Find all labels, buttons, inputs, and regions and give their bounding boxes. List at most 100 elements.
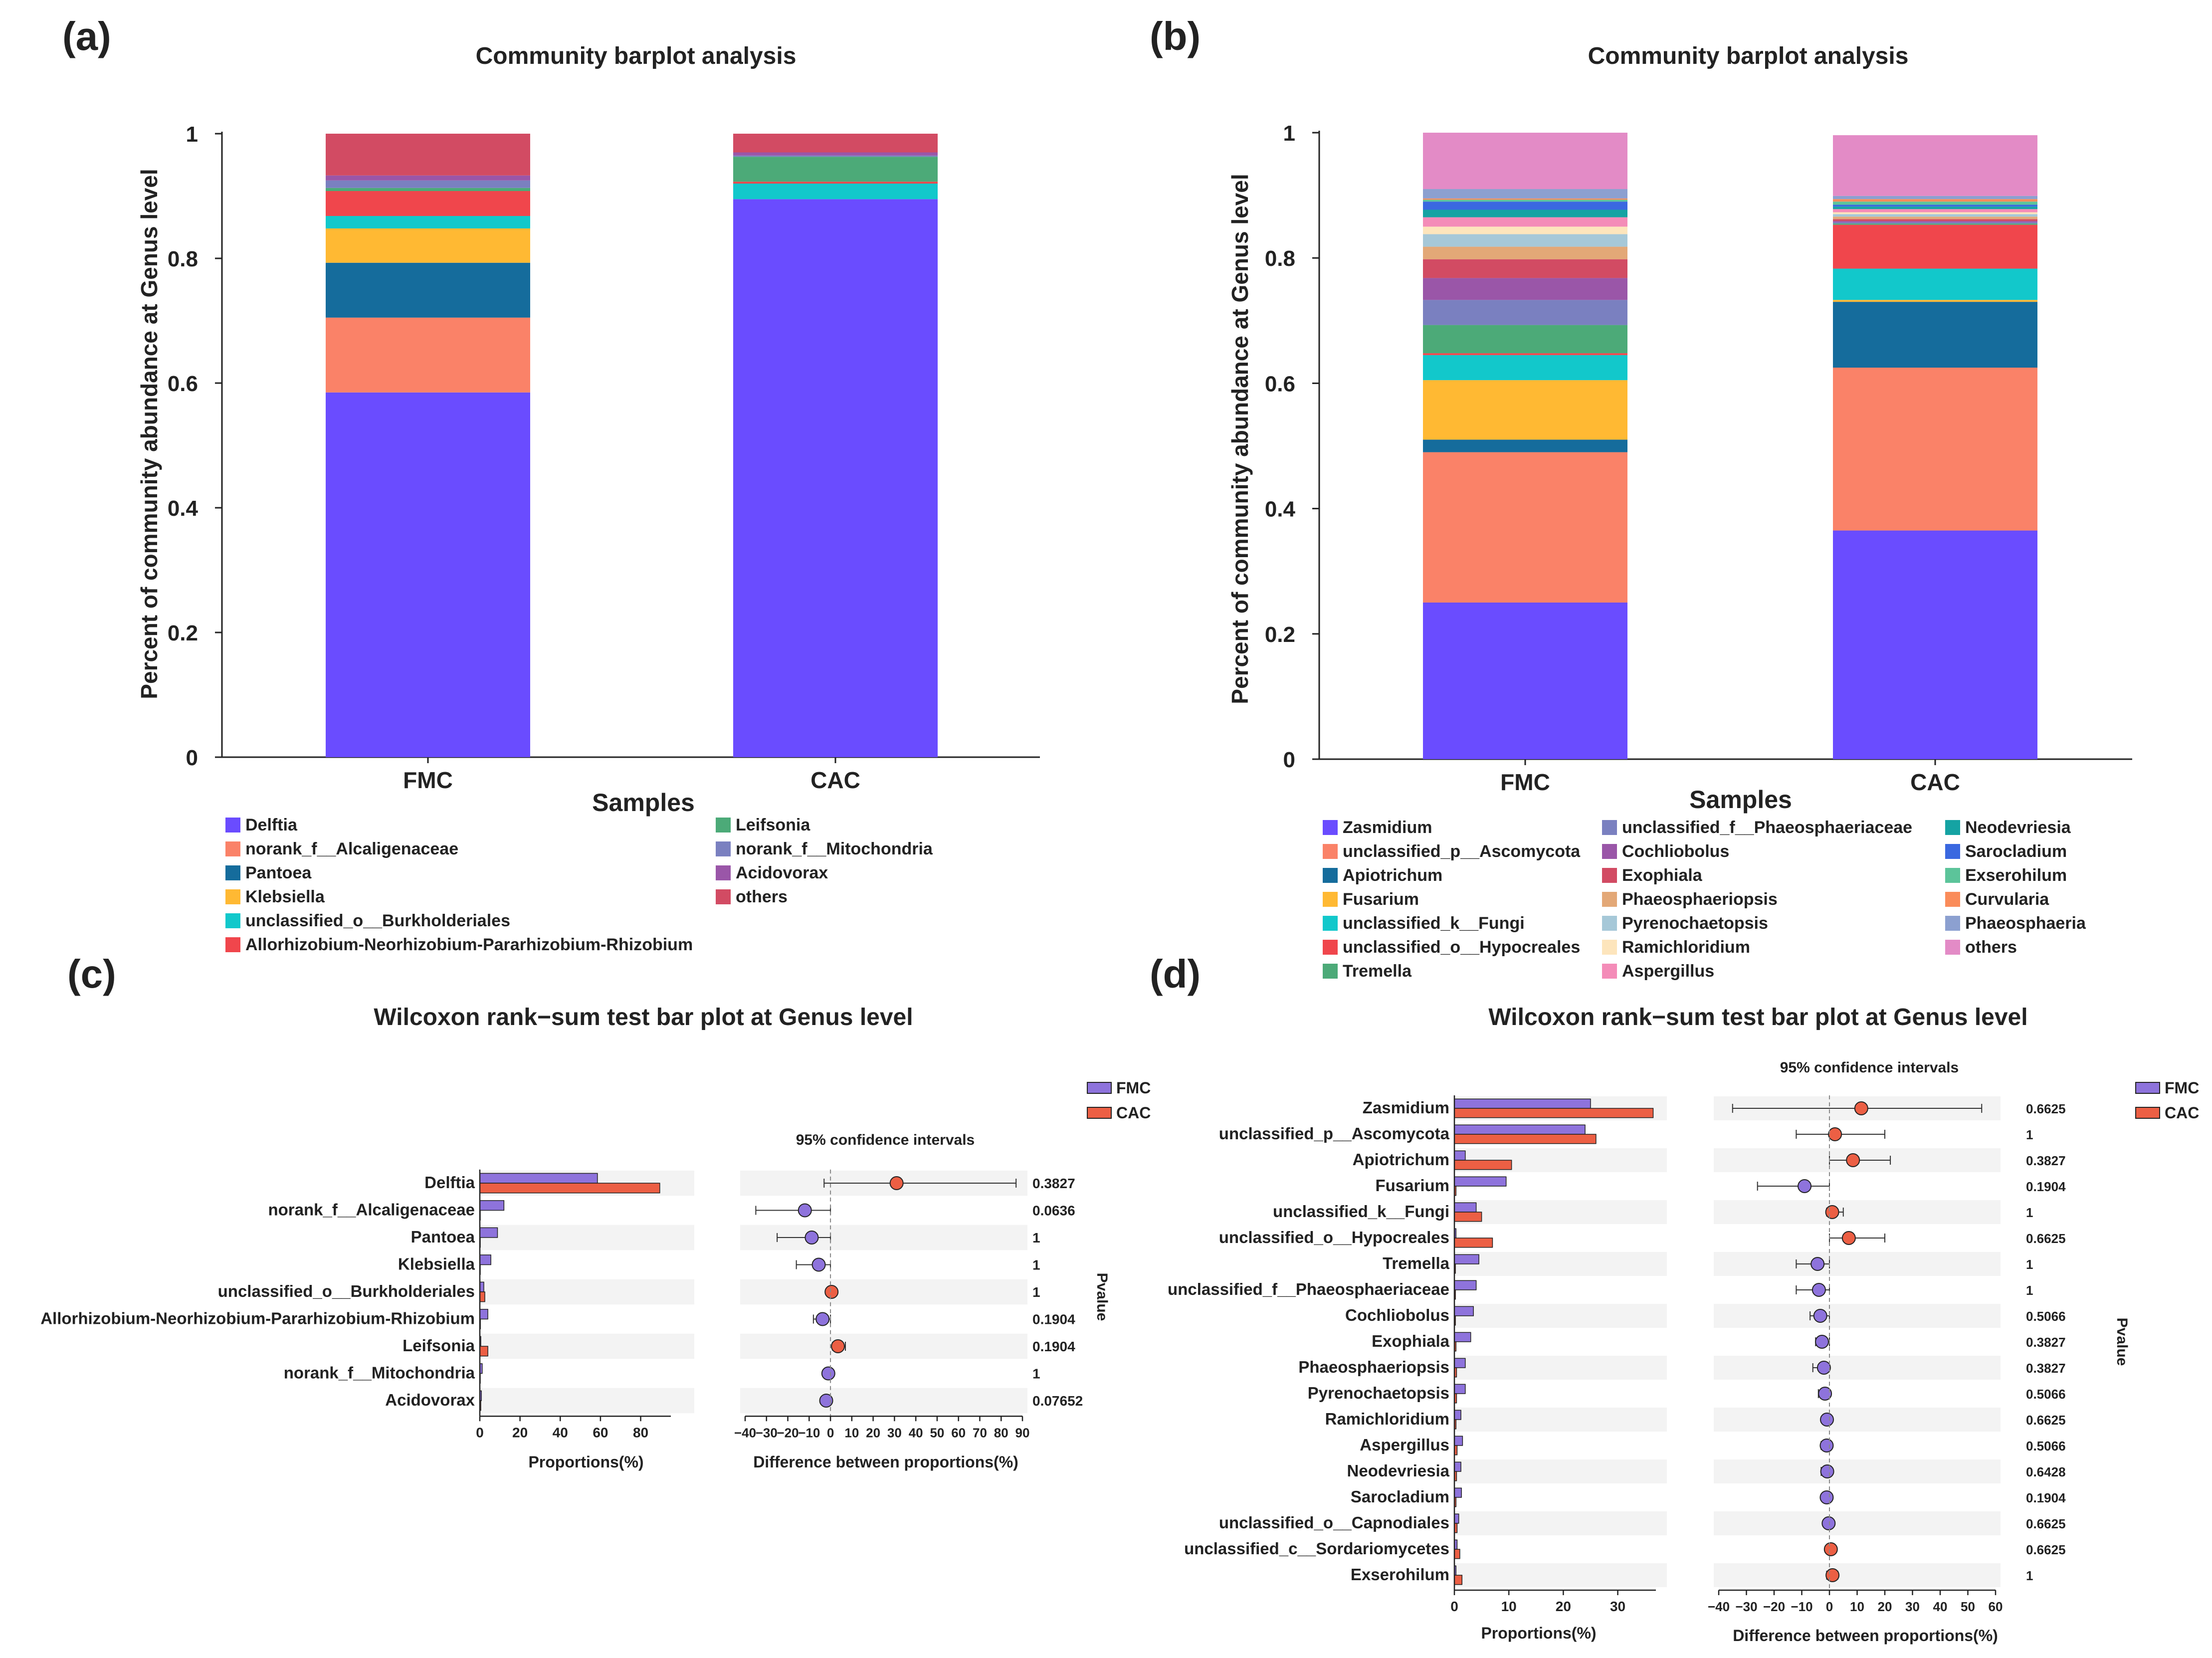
bar-segment	[1423, 234, 1627, 247]
legend-swatch	[716, 865, 731, 880]
prop-x-tick-label: 80	[633, 1425, 648, 1440]
ci-point	[811, 1257, 826, 1272]
fmc-bar	[1454, 1358, 1466, 1368]
row-band	[1714, 1563, 2001, 1587]
ci-x-tick-label: 40	[1933, 1599, 1948, 1614]
bar-segment	[326, 317, 530, 393]
ci-x-tick-label: −40	[1708, 1599, 1730, 1614]
category-label: norank_f__Mitochondria	[284, 1364, 475, 1382]
pvalue-label: 0.1904	[1032, 1312, 1075, 1327]
bar-segment	[1833, 196, 2037, 200]
panel-d-ci-title: 95% confidence intervals	[1780, 1059, 1959, 1076]
fmc-bar	[1454, 1410, 1461, 1420]
category-label: unclassified_c__Sordariomycetes	[1184, 1539, 1449, 1558]
legend-swatch	[225, 889, 240, 904]
row-band	[1454, 1459, 1667, 1483]
x-tick-label: CAC	[1910, 769, 1960, 795]
ci-point	[804, 1231, 819, 1244]
ci-x-tick-label: −20	[1763, 1599, 1785, 1614]
pvalue-label: 1	[1032, 1257, 1040, 1273]
cac-bar	[1454, 1160, 1512, 1170]
legend-swatch	[1323, 892, 1338, 907]
fmc-bar	[1454, 1461, 1461, 1472]
fmc-bar	[479, 1254, 491, 1265]
prop-x-tick-label: 20	[1556, 1599, 1571, 1614]
fmc-bar	[1454, 1176, 1507, 1187]
ci-point	[819, 1394, 833, 1408]
bar-segment	[1833, 199, 2037, 202]
prop-x-tick-label: 30	[1610, 1599, 1625, 1614]
legend-label: FMC	[2165, 1079, 2199, 1097]
pvalue-label: 0.5066	[2026, 1387, 2066, 1402]
legend-label: unclassified_o__Burkholderiales	[245, 911, 510, 930]
bar-segment	[1423, 380, 1627, 440]
legend-label: Fusarium	[1343, 890, 1419, 909]
cac-bar	[1454, 1212, 1482, 1222]
category-label: Klebsiella	[398, 1255, 475, 1273]
pvalue-label: 0.3827	[1032, 1176, 1075, 1191]
ci-point	[1825, 1568, 1840, 1582]
legend-label: Allorhizobium-Neorhizobium-Pararhizobium…	[245, 935, 693, 954]
ci-point	[1846, 1153, 1860, 1167]
bar-segment	[326, 180, 530, 188]
row-band	[1714, 1252, 2001, 1276]
ci-x-tick-label: 0	[1826, 1599, 1833, 1614]
panel-b-title: Community barplot analysis	[1588, 43, 1909, 69]
pvalue-label: 0.0636	[1032, 1203, 1075, 1219]
category-label: Delftia	[424, 1173, 475, 1192]
legend-label: Ramichloridium	[1622, 938, 1750, 957]
bar-segment	[326, 392, 530, 757]
bar-segment	[1833, 205, 2037, 207]
category-label: Sarocladium	[1351, 1487, 1449, 1506]
legend-label: Phaeosphaeria	[1965, 914, 2086, 933]
cac-bar	[1454, 1134, 1597, 1144]
legend-swatch	[1323, 964, 1338, 979]
bar-segment	[1833, 222, 2037, 224]
prop-x-tick-label: 10	[1501, 1599, 1517, 1614]
bar-segment	[1833, 302, 2037, 368]
pvalue-label: 0.3827	[2026, 1153, 2066, 1168]
y-tick-label: 0	[186, 746, 198, 770]
row-band	[1454, 1408, 1667, 1432]
pvalue-label: 0.6625	[2026, 1542, 2066, 1557]
fmc-bar	[1454, 1280, 1477, 1290]
legend-swatch	[225, 818, 240, 832]
ci-x-tick-label: −10	[1791, 1599, 1812, 1614]
cac-bar	[1454, 1549, 1460, 1559]
bar-segment	[1423, 300, 1627, 325]
legend-swatch	[225, 841, 240, 856]
legend-label: Exophiala	[1622, 866, 1703, 885]
row-band	[1454, 1252, 1667, 1276]
pvalue-label: 1	[2026, 1283, 2033, 1298]
panel-a-title: Community barplot analysis	[476, 43, 797, 69]
panel-c: (c) Wilcoxon rank−sum test bar plot at G…	[40, 952, 1151, 1471]
category-label: Cochliobolus	[1345, 1306, 1449, 1324]
bar-segment	[1833, 268, 2037, 300]
ci-x-tick-label: 40	[909, 1425, 923, 1440]
ci-point	[798, 1203, 812, 1218]
legend-swatch	[1087, 1107, 1112, 1119]
bar-segment	[1423, 353, 1627, 355]
bar-segment	[1423, 452, 1627, 603]
legend-label: Tremella	[1343, 962, 1412, 981]
ci-x-tick-label: 0	[827, 1425, 834, 1440]
legend-label: Delftia	[245, 816, 298, 834]
bar-segment	[1833, 530, 2037, 759]
pvalue-label: 1	[1032, 1284, 1040, 1300]
bar-segment	[326, 191, 530, 216]
fmc-bar	[1454, 1202, 1477, 1213]
y-tick-label: 0.4	[1265, 497, 1296, 522]
bar-segment	[733, 157, 938, 182]
bar-segment	[326, 175, 530, 181]
legend-swatch	[1323, 844, 1338, 859]
pvalue-label: 0.6428	[2026, 1464, 2066, 1479]
ci-point	[1828, 1127, 1842, 1141]
prop-x-tick-label: 0	[476, 1425, 484, 1440]
row-band	[740, 1333, 1027, 1359]
panel-d-title: Wilcoxon rank−sum test bar plot at Genus…	[1488, 1004, 2027, 1031]
ci-point	[1813, 1309, 1827, 1323]
legend-label: CAC	[1116, 1104, 1151, 1122]
legend-swatch	[1602, 964, 1617, 979]
bar-segment	[1833, 219, 2037, 221]
bar-segment	[1833, 224, 2037, 269]
